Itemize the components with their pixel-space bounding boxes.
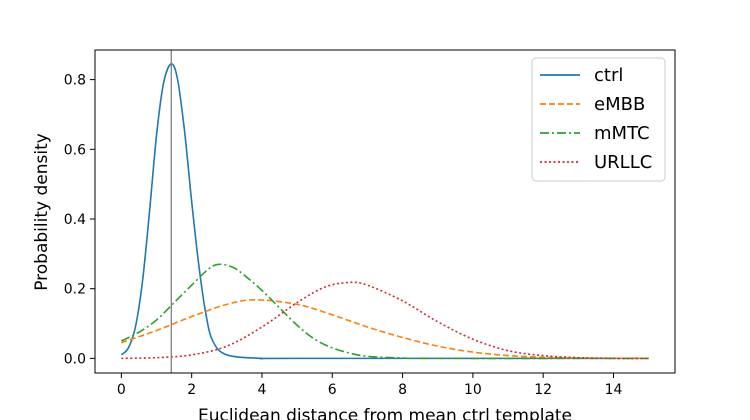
legend-label-ctrl: ctrl: [594, 65, 623, 86]
series-line-mmtc: [121, 263, 649, 360]
x-tick-label: 4: [258, 382, 267, 398]
y-tick-label: 0.2: [64, 282, 86, 298]
x-tick-label: 8: [398, 382, 407, 398]
x-tick-label: 2: [187, 382, 196, 398]
series-line-urllc: [121, 281, 649, 360]
plot-area: [120, 50, 649, 373]
legend-box: [531, 57, 666, 182]
series-line-ctrl: [120, 63, 649, 360]
axes-frame: [94, 49, 676, 374]
x-ticks: 0 2 4 6 8 10 12 14: [117, 373, 623, 398]
x-tick-label: 6: [328, 382, 337, 398]
y-axis-label: Probability density: [32, 133, 52, 291]
x-tick-label: 14: [605, 382, 623, 398]
legend: ctrl eMBB mMTC URLLC: [531, 57, 666, 182]
y-ticks: 0.0 0.2 0.4 0.6 0.8: [64, 73, 95, 367]
x-tick-label: 10: [464, 382, 482, 398]
y-tick-label: 0.4: [64, 212, 86, 228]
x-axis-label: Euclidean distance from mean ctrl templa…: [198, 406, 572, 420]
legend-label-mmtc: mMTC: [594, 123, 650, 144]
legend-label-embb: eMBB: [594, 94, 645, 115]
y-tick-label: 0.0: [64, 351, 86, 367]
y-tick-label: 0.8: [64, 73, 86, 89]
legend-label-urllc: URLLC: [594, 152, 652, 173]
x-tick-label: 12: [534, 382, 552, 398]
series-line-embb: [121, 299, 649, 360]
x-tick-label: 0: [117, 382, 126, 398]
y-tick-label: 0.6: [64, 142, 86, 158]
